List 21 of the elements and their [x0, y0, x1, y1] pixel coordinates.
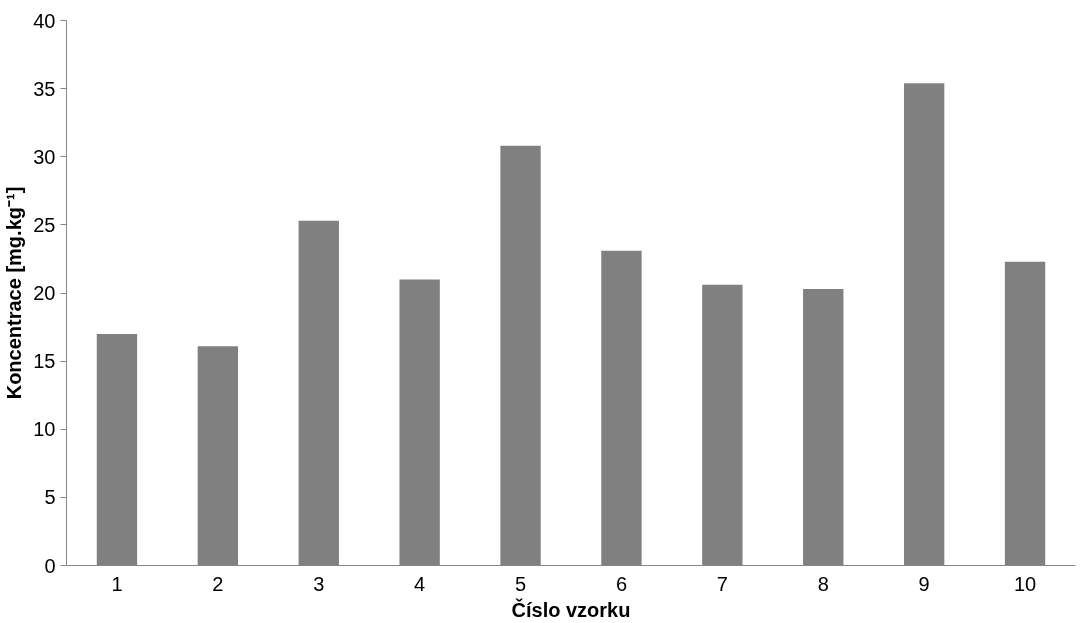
x-tick-label: 10	[1013, 572, 1037, 595]
x-axis-title: Číslo vzorku	[511, 597, 631, 621]
y-tick-label: 25	[33, 213, 56, 236]
x-tick-label: 7	[716, 572, 728, 595]
x-tick-label: 9	[918, 572, 930, 595]
y-tick-label: 20	[33, 282, 56, 304]
y-axis-title: Koncentrace [mg.kg⁻¹]	[3, 186, 26, 400]
y-tick-label: 0	[44, 554, 56, 577]
x-tick-label: 2	[212, 572, 224, 595]
y-tick-label: 40	[33, 9, 56, 32]
y-tick-label: 30	[33, 145, 56, 168]
x-tick-label: 3	[313, 572, 325, 595]
y-tick-label: 5	[44, 486, 56, 509]
x-tick-label: 1	[111, 572, 123, 595]
y-tick-label: 15	[33, 350, 56, 373]
x-tick-label: 6	[615, 572, 628, 595]
x-tick-label: 8	[817, 572, 829, 595]
y-tick-label: 10	[33, 418, 56, 441]
x-tick-label: 4	[414, 572, 426, 595]
y-tick-label: 35	[33, 77, 56, 100]
x-tick-label: 5	[514, 572, 527, 595]
